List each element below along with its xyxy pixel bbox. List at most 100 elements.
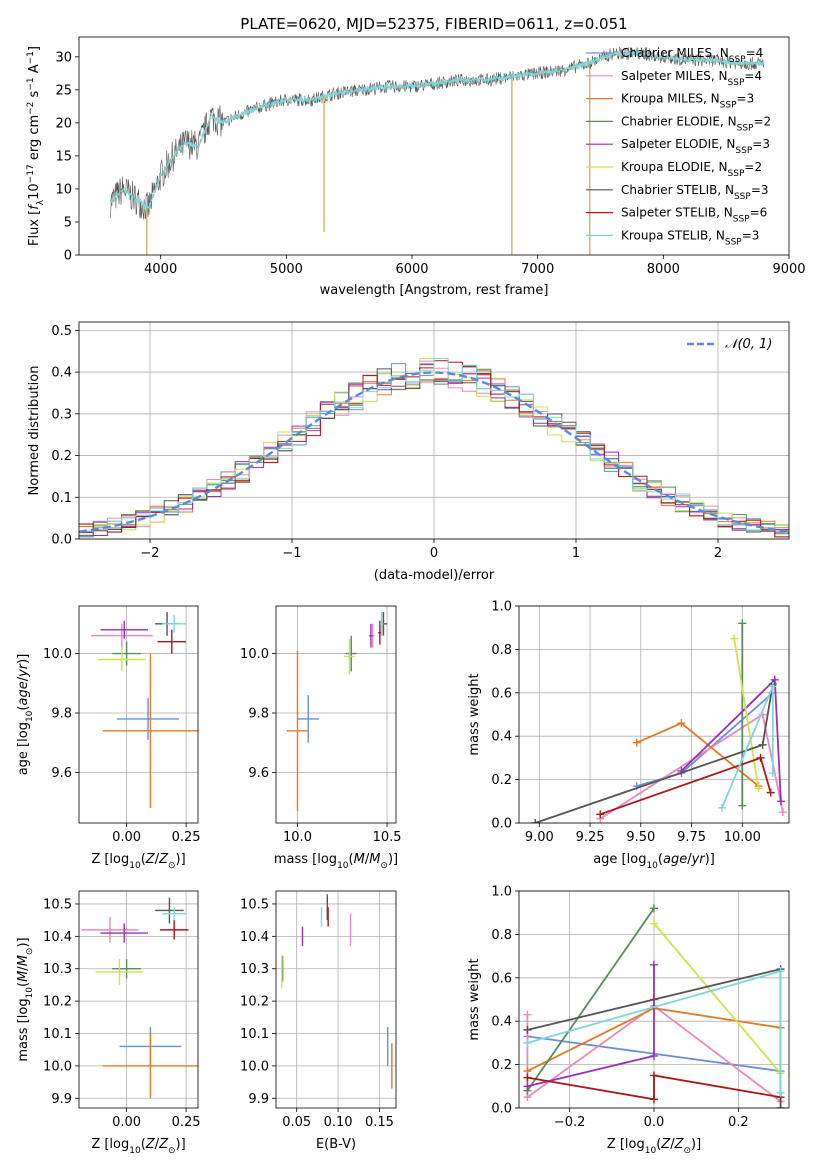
x-tick-label: 9.25 (576, 830, 605, 845)
x-tick-label: 0.05 (282, 1115, 311, 1130)
weight-series (523, 960, 658, 1091)
x-tick-label: 0.10 (324, 1115, 353, 1130)
weight-marker (523, 1025, 532, 1034)
weight-marker (523, 1073, 532, 1082)
errorbar-point (157, 629, 187, 654)
weight-marker (738, 619, 747, 628)
weight-marker (776, 797, 785, 806)
residual-legend: 𝒩(0, 1) (687, 337, 772, 352)
weight-marker (650, 904, 658, 913)
errorbar-point (102, 653, 198, 809)
x-tick-label: 0.25 (172, 1115, 201, 1130)
y-tick-label: 0.3 (51, 407, 72, 422)
axes-residuals: −2 −1 0 1 2 0.0 0.1 0.2 0.3 0.4 0.5 𝒩(0, 1) (data-mo… (27, 321, 790, 583)
weight-marker (632, 738, 641, 747)
y-axis-label: mass weight (467, 673, 482, 755)
errorbar-point (297, 695, 319, 743)
axes-frame (78, 321, 790, 540)
y-tick-label: 0.4 (491, 730, 512, 745)
x-axis-label: wavelength [Angstrom, rest frame] (320, 283, 549, 298)
x-axis-label: Z [log10(Z/Z⊙)] (91, 1137, 185, 1156)
x-tick-label: −2 (140, 546, 159, 561)
figure-title: PLATE=0620, MJD=52375, FIBERID=0611, z=0… (240, 15, 627, 33)
weight-marker (758, 740, 767, 749)
x-tick-label: 6000 (395, 262, 428, 277)
y-axis-label: Normed distribution (27, 366, 42, 496)
errorbar-point (100, 923, 149, 943)
weight-marker (718, 803, 727, 812)
weight-marker (677, 719, 686, 728)
errorbar-point (344, 638, 355, 675)
y-tick-label: 0.2 (491, 1058, 512, 1073)
legend-label: Kroupa MILES, NSSP=3 (621, 92, 754, 111)
y-tick-label: 20 (55, 116, 72, 131)
errorbar-point (162, 907, 187, 921)
legend-label: Kroupa ELODIE, NSSP=2 (621, 160, 762, 179)
errorbar-point (155, 897, 184, 924)
y-tick-label: 10.5 (43, 897, 72, 912)
y-axis-label: Flux [fλ10−17 erg cm−2 s−1 A−1] (26, 46, 46, 246)
legend-label: 𝒩(0, 1) (725, 337, 772, 352)
weight-line (526, 1004, 782, 1103)
errorbar-point (102, 1033, 198, 1099)
axes-frame (275, 605, 397, 824)
errorbar-point (112, 641, 141, 666)
weight-marker (770, 675, 779, 684)
weight-marker (650, 1071, 658, 1080)
axes-weight_vs_age: 9.00 9.25 9.50 9.75 10.00 0.0 0.2 0.4 0.6 0.8 1.0 a… (467, 600, 790, 871)
axes-mass_vs_Z: 0.00 0.25 9.9 10.0 10.1 10.2 10.3 10.4 10.5 Z [lo… (16, 890, 201, 1156)
weight-marker (523, 1038, 532, 1047)
weight-marker (754, 784, 763, 793)
errorbar-point (117, 698, 179, 740)
y-tick-label: 0.2 (491, 773, 512, 788)
axes-frame (78, 36, 790, 256)
weight-line (526, 907, 655, 1092)
x-tick-label: 10.5 (373, 830, 402, 845)
legend-label: Salpeter ELODIE, NSSP=3 (621, 137, 770, 156)
errorbar-point (379, 611, 384, 636)
y-tick-label: 0 (64, 249, 72, 264)
x-tick-label: 9.00 (525, 830, 554, 845)
errorbar-point (100, 620, 149, 639)
y-tick-label: 0.6 (491, 971, 512, 986)
weight-line (636, 692, 774, 787)
plot-area-mass_vs_Z (81, 897, 198, 1099)
y-tick-label: 10.4 (240, 930, 269, 945)
weight-line (534, 683, 774, 823)
x-axis-label: Z [log10(Z/Z⊙)] (607, 1137, 701, 1156)
plot-area-age_vs_mass (286, 611, 388, 812)
y-tick-label: 10.2 (43, 995, 72, 1010)
y-tick-label: 10.0 (43, 647, 72, 662)
y-tick-label: 10.0 (43, 1059, 72, 1074)
y-tick-label: 0.0 (491, 1102, 512, 1117)
axes-age_vs_Z: 0.00 0.25 9.6 9.8 10.0 Z [log10(Z/Z⊙)] age [lo… (16, 605, 201, 871)
weight-marker (778, 808, 787, 817)
x-tick-label: 0.00 (112, 1115, 141, 1130)
weight-marker (650, 1095, 658, 1104)
y-tick-label: 0.2 (51, 449, 72, 464)
weight-marker (523, 1010, 532, 1019)
y-tick-label: 0.4 (51, 366, 72, 381)
weight-series (738, 619, 747, 810)
weight-marker (523, 1082, 532, 1091)
errorbar-point (81, 916, 139, 943)
y-tick-label: 9.9 (248, 1092, 269, 1107)
weight-series (523, 904, 658, 1095)
model-spectrum-kroupa-stelib (109, 49, 765, 211)
y-tick-label: 0.5 (51, 324, 72, 339)
weight-series (730, 634, 763, 793)
x-axis-label: (data-model)/error (374, 568, 495, 583)
weight-series (523, 1071, 785, 1104)
weight-marker (738, 801, 747, 810)
legend-label: Kroupa STELIB, NSSP=3 (621, 228, 759, 247)
x-tick-label: 2 (714, 546, 722, 561)
y-tick-label: 9.8 (248, 707, 269, 722)
axes-weight_vs_Z: −0.2 0.0 0.2 0.0 0.2 0.4 0.6 0.8 1.0 Z [log10(Z/Z… (467, 885, 790, 1156)
x-tick-label: 0.00 (112, 830, 141, 845)
axes-spectrum: 4000 5000 6000 7000 8000 9000 0 5 10 15 20 25 30 Chab… (26, 36, 806, 298)
weight-series (596, 753, 775, 819)
plot-area-weight_vs_Z (523, 904, 785, 1108)
axes-frame (518, 605, 790, 824)
